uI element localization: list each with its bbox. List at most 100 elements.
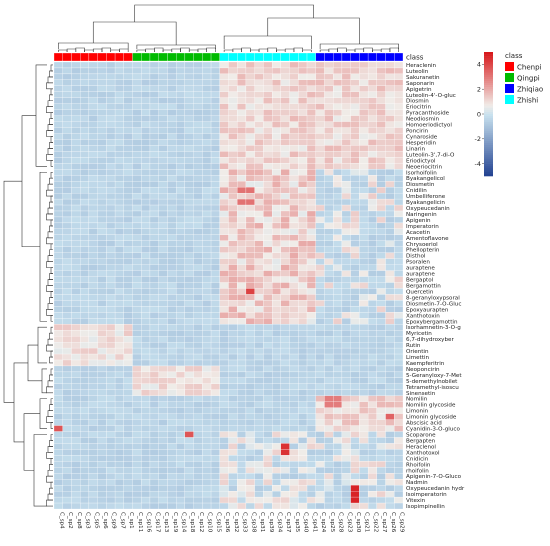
- heatmap-cell: [88, 270, 98, 277]
- heatmap-cell: [149, 467, 159, 474]
- heatmap-cell: [114, 270, 124, 277]
- column-label: C_sp18: [189, 512, 195, 533]
- heatmap-cell: [71, 461, 81, 468]
- heatmap-cell: [80, 222, 90, 230]
- heatmap-cell: [306, 133, 316, 140]
- heatmap-cell: [341, 145, 351, 152]
- heatmap-cell: [149, 222, 159, 230]
- row-label: Rutin: [406, 343, 421, 349]
- dendrogram-link: [46, 237, 53, 245]
- heatmap-cell: [114, 121, 124, 128]
- column-label: C_sp21: [364, 512, 370, 533]
- heatmap-cell: [219, 359, 229, 367]
- class-annotation-cell: [219, 52, 229, 62]
- heatmap-cell: [132, 240, 142, 247]
- heatmap-cell: [289, 145, 299, 152]
- heatmap-cell: [123, 443, 133, 450]
- dendrogram-link: [154, 47, 164, 52]
- heatmap-cell: [210, 234, 220, 241]
- heatmap-cell: [306, 187, 316, 194]
- heatmap-cell: [219, 103, 229, 110]
- row-label: Nomilin glycoside: [406, 403, 456, 409]
- heatmap-cell: [228, 115, 238, 122]
- heatmap-cell: [176, 97, 185, 104]
- heatmap-cell: [237, 347, 247, 355]
- heatmap-cell: [106, 91, 116, 98]
- heatmap-cell: [149, 461, 159, 468]
- colorbar-step: [484, 155, 493, 158]
- heatmap-cell: [158, 109, 168, 116]
- heatmap-cell: [184, 73, 194, 81]
- heatmap-cell: [376, 294, 386, 301]
- colorbar-step: [484, 109, 493, 113]
- heatmap-cell: [141, 401, 151, 408]
- heatmap-cell: [263, 216, 273, 224]
- heatmap-cell: [184, 252, 194, 259]
- heatmap-cell: [80, 151, 90, 158]
- heatmap-cell: [350, 246, 360, 253]
- dendrogram-link: [47, 255, 53, 262]
- row-label: Xanthotoxol: [406, 450, 440, 456]
- heatmap-cell: [376, 109, 386, 116]
- heatmap-cell: [210, 324, 220, 331]
- heatmap-cell: [184, 61, 194, 69]
- heatmap-cell: [350, 103, 360, 110]
- class-annotation-cell: [245, 52, 255, 62]
- heatmap-cell: [333, 312, 343, 319]
- heatmap-cell: [167, 228, 177, 235]
- heatmap-cell: [158, 157, 168, 164]
- heatmap-cell: [106, 383, 116, 390]
- heatmap-cell: [333, 79, 343, 86]
- heatmap-cell: [306, 455, 316, 462]
- heatmap-cell: [106, 216, 116, 224]
- heatmap-cell: [53, 437, 63, 444]
- heatmap-cell: [298, 61, 308, 69]
- heatmap-cell: [149, 240, 159, 247]
- heatmap-cell: [114, 395, 124, 402]
- heatmap-cell: [210, 383, 220, 390]
- heatmap-cell: [298, 181, 308, 188]
- heatmap-cell: [376, 97, 386, 104]
- heatmap-cell: [141, 61, 151, 69]
- heatmap-cell: [385, 97, 395, 104]
- class-annotation-cell: [385, 52, 395, 62]
- heatmap-cell: [333, 169, 343, 176]
- heatmap-cell: [53, 395, 63, 402]
- heatmap-cell: [149, 228, 159, 235]
- heatmap-cell: [289, 502, 299, 510]
- heatmap-cell: [123, 192, 133, 200]
- heatmap-cell: [184, 479, 194, 486]
- row-label: Neoponcirin: [406, 367, 440, 373]
- heatmap-cell: [184, 455, 194, 462]
- heatmap-cell: [176, 324, 185, 331]
- class-annotation-cell: [202, 52, 212, 62]
- heatmap-cell: [350, 115, 360, 122]
- heatmap-cell: [62, 318, 72, 325]
- row-label: Heraclenin: [406, 63, 437, 69]
- heatmap-cell: [306, 198, 316, 206]
- heatmap-cell: [254, 341, 264, 349]
- heatmap-cell: [385, 151, 395, 158]
- dendrogram-link: [171, 48, 181, 52]
- heatmap-cell: [176, 288, 185, 295]
- heatmap-cell: [272, 169, 281, 176]
- heatmap-cell: [359, 103, 369, 110]
- heatmap-cell: [106, 109, 116, 116]
- heatmap-cell: [202, 204, 212, 212]
- heatmap-cell: [193, 258, 203, 265]
- heatmap-cell: [272, 157, 281, 164]
- heatmap-cell: [359, 461, 369, 468]
- heatmap-cell: [219, 425, 229, 432]
- heatmap-cell: [272, 204, 281, 212]
- heatmap-cell: [202, 401, 212, 408]
- heatmap-cell: [114, 127, 124, 134]
- heatmap-cell: [289, 425, 299, 432]
- heatmap-cell: [97, 121, 107, 128]
- heatmap-cell: [149, 502, 159, 510]
- dendrogram-link: [49, 142, 53, 149]
- heatmap-cell: [315, 210, 325, 218]
- dendrogram-link: [49, 440, 53, 447]
- heatmap-cell: [263, 127, 273, 134]
- heatmap-cell: [272, 276, 281, 283]
- heatmap-cell: [315, 318, 325, 325]
